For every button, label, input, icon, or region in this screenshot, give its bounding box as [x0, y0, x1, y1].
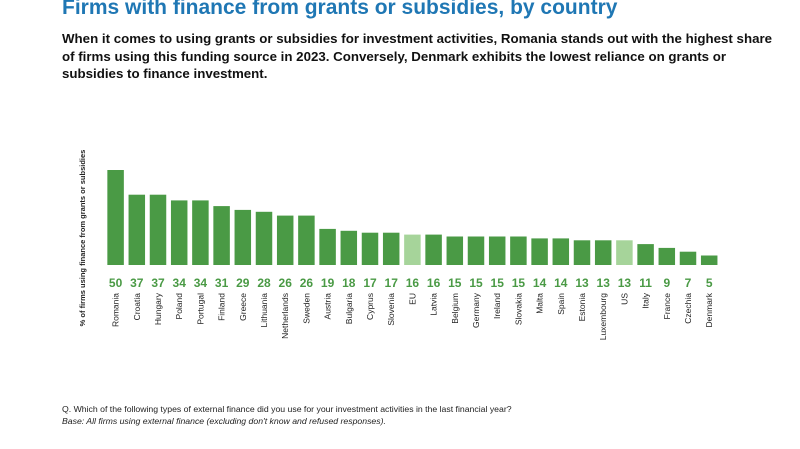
- bar-romania: [107, 170, 124, 265]
- bar-eu: [404, 234, 421, 265]
- category-label-belgium: Belgium: [450, 293, 460, 324]
- value-label-finland: 31: [215, 276, 229, 290]
- value-label-czechia: 7: [685, 276, 692, 290]
- category-label-slovenia: Slovenia: [386, 293, 396, 326]
- value-label-malta: 14: [533, 276, 547, 290]
- category-label-malta: Malta: [535, 293, 545, 314]
- bar-estonia: [573, 240, 591, 265]
- bar-croatia: [128, 194, 146, 265]
- category-label-latvia: Latvia: [429, 293, 439, 316]
- bar-spain: [552, 238, 570, 265]
- category-label-sweden: Sweden: [301, 293, 311, 324]
- value-label-romania: 50: [109, 276, 123, 290]
- bar-slovenia: [382, 232, 400, 265]
- value-label-germany: 15: [469, 276, 483, 290]
- value-label-latvia: 16: [427, 276, 441, 290]
- value-label-belgium: 15: [448, 276, 462, 290]
- bar-lithuania: [255, 211, 273, 265]
- bar-portugal: [192, 200, 209, 265]
- category-label-bulgaria: Bulgaria: [344, 293, 354, 324]
- value-label-france: 9: [663, 276, 670, 290]
- bar-us: [616, 240, 633, 265]
- category-label-italy: Italy: [641, 292, 651, 308]
- value-label-croatia: 37: [130, 276, 144, 290]
- category-label-germany: Germany: [471, 292, 481, 328]
- value-label-spain: 14: [554, 276, 568, 290]
- bar-chart: % of firms using finance from grants or …: [78, 150, 718, 340]
- category-label-romania: Romania: [111, 293, 121, 327]
- value-label-ireland: 15: [491, 276, 505, 290]
- value-label-portugal: 34: [194, 276, 208, 290]
- bar-netherlands: [276, 215, 294, 265]
- value-label-netherlands: 26: [279, 276, 293, 290]
- value-label-sweden: 26: [300, 276, 314, 290]
- footnote: Q. Which of the following types of exter…: [62, 403, 782, 427]
- value-label-italy: 11: [639, 276, 652, 290]
- bar-ireland: [488, 236, 506, 265]
- bar-finland: [213, 206, 230, 265]
- category-label-denmark: Denmark: [704, 292, 714, 327]
- category-label-austria: Austria: [323, 293, 333, 320]
- bar-czechia: [679, 251, 697, 265]
- category-labels-group: Romania Croatia Hungary Poland Portugal Finla…: [111, 292, 715, 340]
- value-label-lithuania: 28: [257, 276, 271, 290]
- bar-italy: [637, 244, 654, 265]
- bar-slovakia: [510, 236, 527, 265]
- bar-belgium: [446, 236, 464, 265]
- value-label-greece: 29: [236, 276, 250, 290]
- chart-subtitle: When it comes to using grants or subsidi…: [62, 31, 773, 81]
- footnote-question: Q. Which of the following types of exter…: [62, 404, 512, 414]
- bar-denmark: [700, 255, 718, 265]
- bar-cyprus: [361, 232, 379, 265]
- category-label-czechia: Czechia: [683, 293, 693, 324]
- category-label-greece: Greece: [238, 293, 248, 321]
- bar-france: [658, 247, 676, 265]
- value-label-estonia: 13: [575, 276, 589, 290]
- value-label-austria: 19: [321, 276, 335, 290]
- value-label-luxembourg: 13: [597, 276, 611, 290]
- bar-sweden: [298, 215, 315, 265]
- value-label-bulgaria: 18: [342, 276, 356, 290]
- category-label-netherlands: Netherlands: [280, 293, 290, 339]
- y-axis-label: % of firms using finance from grants or …: [78, 150, 87, 327]
- category-label-lithuania: Lithuania: [259, 293, 269, 328]
- footnote-base: Base: All firms using external finance (…: [62, 416, 386, 426]
- value-label-slovenia: 17: [385, 276, 399, 290]
- bar-hungary: [149, 194, 167, 265]
- category-label-portugal: Portugal: [195, 293, 205, 325]
- value-label-slovakia: 15: [512, 276, 526, 290]
- bar-luxembourg: [594, 240, 612, 265]
- category-label-finland: Finland: [217, 293, 227, 321]
- value-label-poland: 34: [173, 276, 187, 290]
- category-label-us: US: [619, 293, 629, 305]
- category-label-estonia: Estonia: [577, 293, 587, 322]
- value-label-hungary: 37: [151, 276, 165, 290]
- value-labels-group: 50 37 37 34 34 31 29 28 26 26 19 18 17 17 16 16 15 15 15 15…: [109, 276, 713, 290]
- category-label-slovakia: Slovakia: [513, 293, 523, 325]
- bar-malta: [531, 238, 548, 265]
- category-label-ireland: Ireland: [492, 293, 502, 319]
- value-label-denmark: 5: [706, 276, 713, 290]
- value-label-us: 13: [618, 276, 632, 290]
- category-label-croatia: Croatia: [132, 293, 142, 321]
- value-label-cyprus: 17: [363, 276, 377, 290]
- category-label-spain: Spain: [556, 293, 566, 315]
- chart-title: Firms with finance from grants or subsid…: [62, 0, 618, 19]
- bar-latvia: [425, 234, 442, 265]
- bar-bulgaria: [340, 230, 358, 265]
- bar-greece: [234, 209, 252, 265]
- category-label-eu: EU: [407, 293, 417, 305]
- category-label-cyprus: Cyprus: [365, 293, 375, 320]
- category-label-poland: Poland: [174, 293, 184, 320]
- category-label-france: France: [662, 293, 672, 320]
- value-label-eu: 16: [406, 276, 420, 290]
- bars-group: [107, 170, 718, 265]
- bar-poland: [170, 200, 188, 265]
- category-label-luxembourg: Luxembourg: [598, 293, 608, 341]
- bar-germany: [467, 236, 485, 265]
- bar-austria: [319, 228, 336, 265]
- category-label-hungary: Hungary: [153, 292, 163, 325]
